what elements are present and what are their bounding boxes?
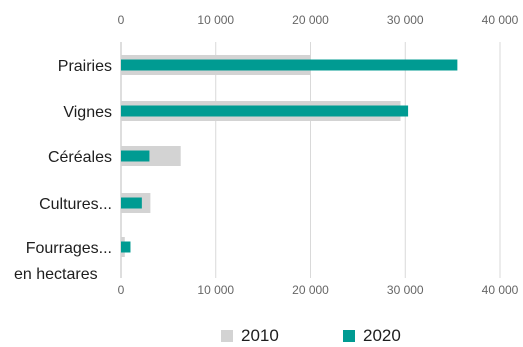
x-tick-label-bottom: 40 000: [482, 283, 519, 297]
category-label: Céréales: [48, 149, 112, 166]
x-tick-label-bottom: 30 000: [387, 283, 424, 297]
legend-swatch-2020: [343, 330, 355, 342]
x-axis-top: 0 10 000 20 000 30 000 40 000: [118, 13, 519, 27]
bar-2020: [121, 59, 458, 71]
legend-label-2020: 2020: [363, 326, 401, 345]
x-tick-label-top: 10 000: [197, 13, 234, 27]
category-label: Cultures...: [39, 196, 112, 213]
bar-2020: [121, 197, 142, 209]
bars: [121, 55, 458, 257]
x-tick-label-top: 0: [118, 13, 125, 27]
x-axis-bottom: 0 10 000 20 000 30 000 40 000: [118, 283, 519, 297]
legend: 2010 2020: [0, 326, 523, 346]
category-labels: Prairies Vignes Céréales Cultures... Fourrag…: [26, 58, 112, 257]
legend-item-2020: 2020: [343, 326, 401, 346]
legend-item-2010: 2010: [221, 326, 279, 346]
legend-swatch-2010: [221, 330, 233, 342]
bar-2020: [121, 150, 150, 162]
x-tick-label-bottom: 20 000: [292, 283, 329, 297]
bar-2020: [121, 241, 131, 253]
legend-label-2010: 2010: [241, 326, 279, 345]
category-label: Fourrages...: [26, 240, 112, 257]
category-label: Prairies: [58, 58, 112, 75]
category-label: Vignes: [63, 104, 112, 121]
bar-2020: [121, 105, 409, 117]
x-tick-label-bottom: 0: [118, 283, 125, 297]
x-tick-label-top: 40 000: [482, 13, 519, 27]
unit-label: en hectares: [14, 266, 98, 283]
x-tick-label-top: 20 000: [292, 13, 329, 27]
x-tick-label-top: 30 000: [387, 13, 424, 27]
x-tick-label-bottom: 10 000: [197, 283, 234, 297]
